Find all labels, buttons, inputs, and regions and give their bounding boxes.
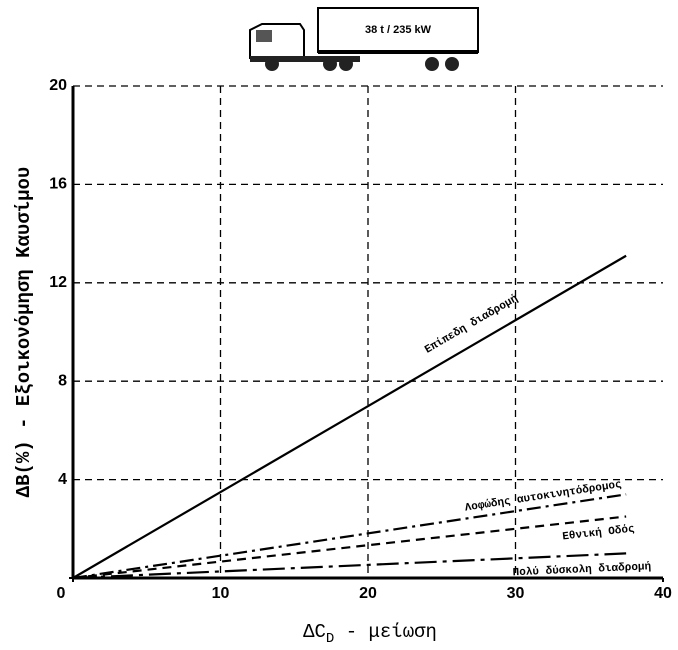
- x-tick-label: 20: [359, 585, 377, 602]
- x-tick-label: 30: [507, 585, 525, 602]
- truck-label: 38 t / 235 kW: [365, 24, 432, 36]
- x-tick-label: 40: [654, 585, 672, 602]
- x-tick-label: 0: [57, 585, 66, 602]
- series-line: [72, 552, 627, 580]
- series-line: [72, 515, 627, 580]
- x-label-sub: D: [326, 631, 334, 647]
- y-tick-label: 4: [58, 471, 67, 488]
- x-axis-label: ΔCD - μείωση: [303, 621, 437, 647]
- y-tick-label: 8: [58, 372, 67, 389]
- y-axis-label: ΔB(%) - Εξοικονόμηση Καυσίμου: [13, 167, 35, 498]
- x-tick-label: 10: [212, 585, 230, 602]
- y-tick-label: 12: [49, 274, 67, 291]
- line-label: Πολύ δύσκολη διαδρομή: [512, 560, 651, 579]
- series-line: [72, 254, 627, 579]
- y-tick-label: 20: [49, 77, 67, 94]
- x-label-main: ΔC: [303, 621, 326, 643]
- line-label: Εθνική Οδός: [562, 523, 636, 544]
- y-tick-label: 16: [49, 176, 67, 193]
- series-line: [72, 493, 627, 580]
- line-label: Λοφώδης αυτοκινητόδρομος: [464, 478, 623, 515]
- truck-icon: [249, 7, 479, 71]
- x-label-rest: - μείωση: [334, 621, 437, 643]
